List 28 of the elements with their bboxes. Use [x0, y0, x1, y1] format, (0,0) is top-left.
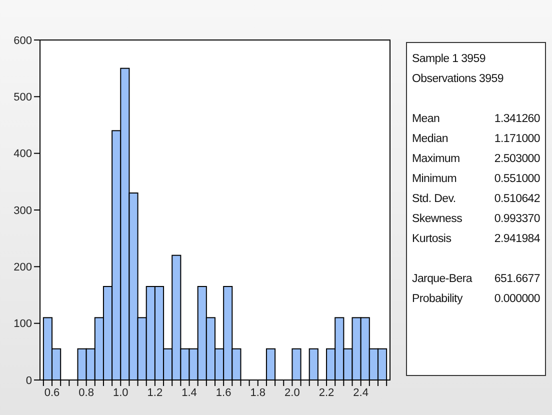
text: Minimum 0.551000 [412, 173, 540, 185]
text: Mean 1.341260 [412, 113, 540, 125]
y-tick-label: 0 [26, 374, 32, 387]
x-tick-label: 2.0 [284, 386, 300, 399]
text: Median 1.171000 [412, 133, 540, 145]
y-tick-label: 100 [14, 318, 32, 330]
text: Jarque-Bera 651.6677 [412, 273, 540, 285]
x-tick-label: 1.8 [250, 386, 266, 399]
y-tick-label: 600 [14, 34, 32, 47]
x-tick-label: 1.6 [216, 386, 232, 399]
x-tick-label: 0.8 [78, 386, 94, 399]
x-tick-label: 2.2 [318, 386, 334, 399]
x-tick-label: 1.2 [147, 386, 163, 399]
x-tick-label: 1.4 [182, 386, 197, 399]
text: Maximum 2.503000 [412, 153, 540, 165]
y-tick-label: 200 [14, 262, 32, 274]
text: Skewness 0.993370 [412, 213, 540, 225]
y-tick-label: 400 [14, 148, 32, 160]
y-tick-label: 300 [14, 204, 32, 217]
x-tick-label: 1.0 [112, 386, 128, 399]
text: Probability 0.000000 [412, 293, 540, 305]
x-tick-label: 2.4 [353, 386, 368, 399]
text: Observations 3959 [412, 72, 504, 87]
text: Sample 1 3959 [412, 52, 486, 67]
x-tick-label: 0.6 [44, 386, 60, 399]
text: Kurtosis 2.941984 [412, 233, 540, 245]
y-tick-label: 500 [14, 92, 32, 104]
text: Std. Dev. 0.510642 [412, 193, 540, 205]
